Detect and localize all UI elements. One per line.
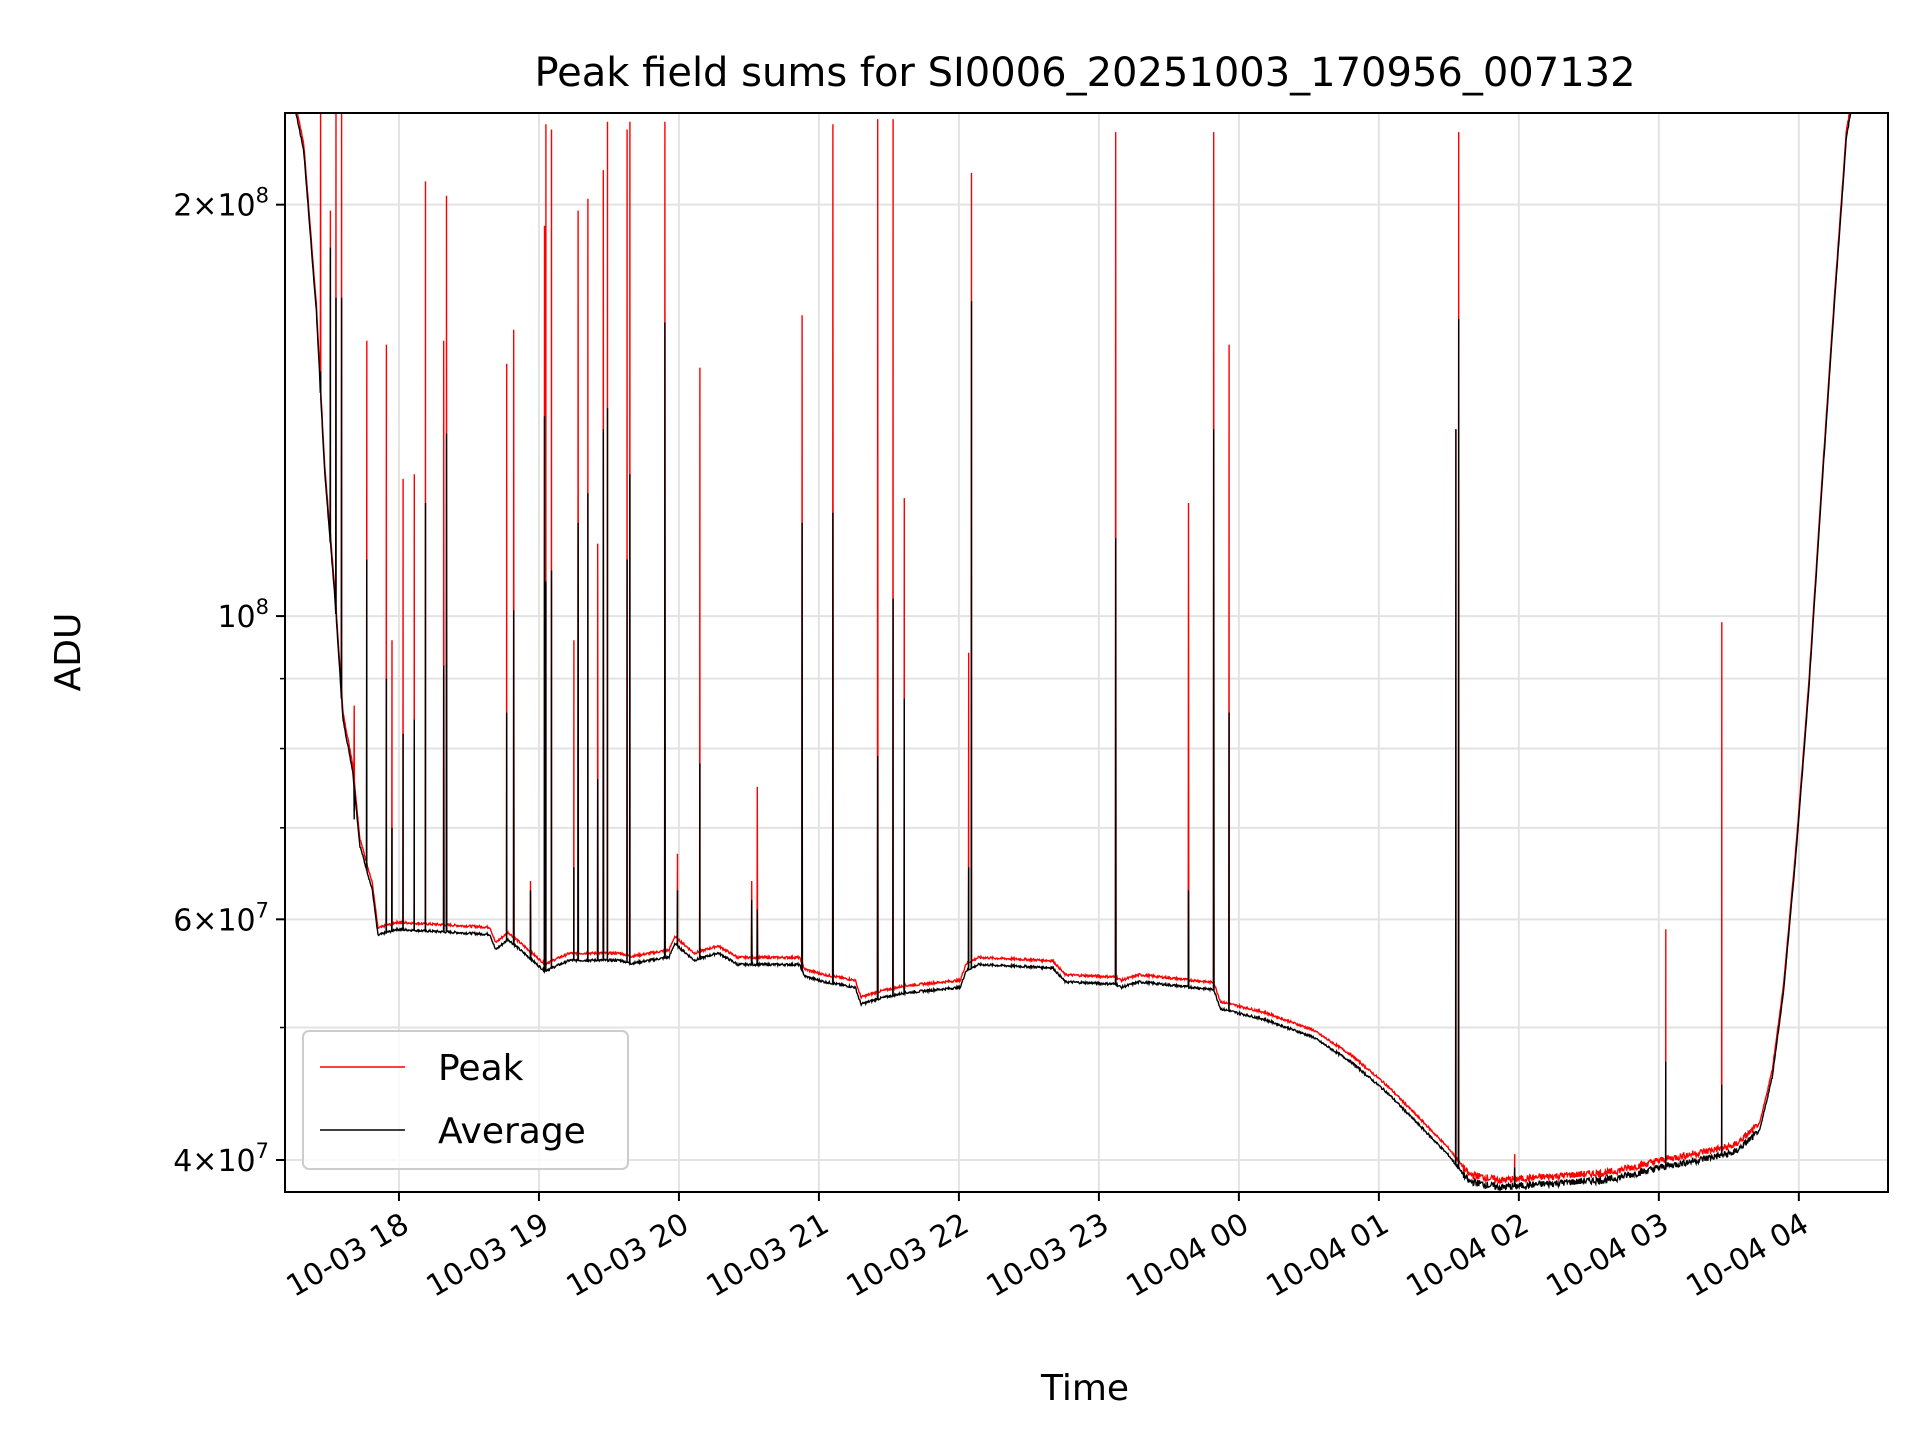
chart-title: Peak field sums for SI0006_20251003_1709… — [534, 50, 1635, 96]
x-tick-label: 10-03 23 — [981, 1207, 1115, 1305]
x-tick-label: 10-03 18 — [281, 1207, 415, 1305]
x-tick-label: 10-04 02 — [1401, 1207, 1535, 1305]
legend-peak-label: Peak — [438, 1048, 524, 1089]
y-tick-label: 6×107 — [173, 898, 269, 938]
x-axis-label: Time — [1040, 1368, 1129, 1409]
series-lines — [295, 113, 1852, 1192]
x-tick-label: 10-03 21 — [701, 1207, 835, 1305]
legend-average-label: Average — [438, 1111, 586, 1152]
y-axis: 2×108 108 6×107 4×107 — [173, 184, 285, 1179]
y-tick-label: 2×108 — [173, 184, 269, 224]
x-tick-label: 10-03 20 — [561, 1207, 695, 1305]
x-tick-label: 10-03 22 — [841, 1207, 975, 1305]
y-tick-label: 4×107 — [173, 1139, 269, 1179]
x-tick-label: 10-04 00 — [1121, 1207, 1255, 1305]
y-axis-label: ADU — [48, 613, 89, 692]
x-tick-label: 10-04 04 — [1681, 1207, 1815, 1305]
y-tick-label: 108 — [217, 595, 269, 635]
x-tick-label: 10-04 03 — [1541, 1207, 1675, 1305]
legend: Peak Average — [302, 1030, 629, 1170]
grid-lines — [285, 113, 1888, 1192]
x-tick-label: 10-04 01 — [1261, 1207, 1395, 1305]
x-tick-label: 10-03 19 — [421, 1207, 555, 1305]
legend-box — [302, 1030, 629, 1170]
average-series-line — [295, 113, 1852, 1192]
peak-series-line — [296, 113, 1851, 1186]
plot-frame — [284, 112, 1889, 1193]
x-axis: 10-03 18 10-03 19 10-03 20 10-03 21 10-03 22… — [281, 1192, 1815, 1304]
